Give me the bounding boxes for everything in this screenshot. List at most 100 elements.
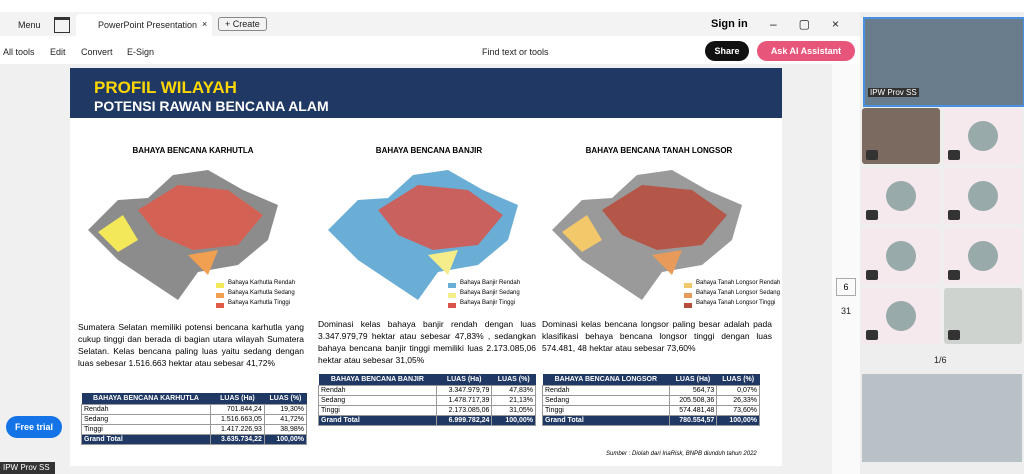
convert[interactable]: Convert	[81, 47, 113, 57]
table-header: BAHAYA BENCANA BANJIR LUAS (Ha) LUAS (%)	[318, 374, 536, 386]
table-header: BAHAYA BENCANA KARHUTLA LUAS (Ha) LUAS (%)	[81, 393, 307, 405]
legend-label: Bahaya Tanah Longsor Tinggi	[696, 300, 776, 306]
video-tile	[862, 168, 940, 224]
sign-in[interactable]: Sign in	[711, 18, 748, 30]
table-cell: 73,60%	[716, 405, 760, 416]
page-count: 31	[841, 306, 852, 316]
table-row: Rendah 564,73 0,07%	[542, 385, 760, 396]
video-tile	[944, 228, 1022, 284]
table-cell: 21,13%	[491, 395, 536, 406]
window-controls[interactable]: –▢×	[770, 17, 862, 31]
header-cell: LUAS (Ha)	[669, 374, 717, 386]
table-cell: 564,73	[668, 385, 718, 396]
video-tile	[862, 228, 940, 284]
page-number[interactable]: 6	[836, 278, 856, 296]
table-row: Tinggi 2.173.085,06 31,05%	[318, 405, 536, 416]
table-row: Sedang 1.516.663,05 41,72%	[80, 414, 308, 425]
ai-button[interactable]: Ask AI Assistant	[757, 41, 855, 61]
find[interactable]: Find text or tools	[482, 47, 549, 57]
slide: PROFIL WILAYAH POTENSI RAWAN BENCANA ALA…	[70, 68, 782, 466]
avatar	[886, 181, 916, 211]
slide-subtitle: POTENSI RAWAN BENCANA ALAM	[94, 98, 329, 114]
table-wrap: BAHAYA BENCANA BANJIR LUAS (Ha) LUAS (%) Re…	[318, 374, 536, 426]
header-cell: LUAS (%)	[716, 374, 760, 386]
table-row: Sedang 1.478.717,39 21,13%	[318, 395, 536, 406]
header-cell: LUAS (%)	[491, 374, 536, 386]
legend-swatch	[448, 303, 456, 308]
menu[interactable]: Menu	[18, 20, 41, 30]
legend-label: Bahaya Banjir Rendah	[460, 280, 521, 286]
table-row: Grand Total 780.554,57 100,00%	[542, 415, 760, 426]
table-cell: 574.481,48	[668, 405, 718, 416]
edit[interactable]: Edit	[50, 47, 66, 57]
table-cell: 1.516.663,05	[210, 414, 265, 425]
video-pager[interactable]: 1/6	[934, 355, 947, 365]
legend-label: Bahaya Banjir Sedang	[460, 290, 520, 296]
create-button[interactable]: + Create	[218, 17, 267, 31]
mic-icon	[948, 150, 960, 160]
table-wrap: BAHAYA BENCANA KARHUTLA LUAS (Ha) LUAS (%)…	[80, 393, 308, 445]
esign[interactable]: E-Sign	[127, 47, 155, 57]
mic-icon	[866, 270, 878, 280]
table-cell: 26,33%	[716, 395, 760, 406]
create-label: Create	[232, 19, 260, 29]
legend-swatch	[684, 283, 692, 288]
map	[88, 170, 278, 300]
table-cell: Rendah	[80, 404, 212, 415]
legend-label: Bahaya Karhutla Tinggi	[228, 300, 291, 306]
table-cell: 701.844,24	[210, 404, 265, 415]
legend-swatch	[216, 283, 224, 288]
tab-title[interactable]: PowerPoint Presentation	[98, 20, 198, 30]
table-row: Rendah 3.347.979,79 47,83%	[318, 385, 536, 396]
mic-icon	[948, 210, 960, 220]
side-rail	[832, 64, 860, 474]
table-row: Grand Total 3.635.734,22 100,00%	[80, 434, 308, 445]
table-cell: Tinggi	[542, 405, 670, 416]
mic-icon	[866, 330, 878, 340]
panel-heading: BAHAYA BENCANA KARHUTLA	[132, 146, 254, 155]
tab[interactable]	[76, 14, 212, 36]
data-table: BAHAYA BENCANA KARHUTLA LUAS (Ha) LUAS (%)…	[80, 393, 308, 445]
legend-label: Bahaya Tanah Longsor Rendah	[696, 280, 781, 286]
table-cell: 6.999.782,24	[435, 415, 493, 426]
table-cell: 31,05%	[491, 405, 536, 416]
mic-icon	[866, 150, 878, 160]
table-cell: 3.347.979,79	[435, 385, 493, 396]
table-cell: Tinggi	[80, 424, 212, 435]
legend-swatch	[448, 283, 456, 288]
table-cell: 780.554,57	[668, 415, 718, 426]
header-cell: BAHAYA BENCANA KARHUTLA	[81, 393, 211, 405]
main-video-label: IPW Prov SS	[868, 88, 919, 97]
video-tile	[862, 288, 940, 344]
bottom-video	[862, 374, 1022, 462]
table-cell: 100,00%	[716, 415, 760, 426]
tab-close[interactable]: ×	[202, 19, 208, 29]
table-cell: 19,30%	[263, 404, 308, 415]
panel-text: Dominasi kelas bencana longsor paling be…	[542, 319, 772, 353]
table-cell: 38,98%	[263, 424, 308, 435]
legend-label: Bahaya Tanah Longsor Sedang	[696, 290, 780, 296]
header-cell: BAHAYA BENCANA BANJIR	[318, 374, 437, 386]
video-tile	[944, 288, 1022, 344]
avatar	[968, 241, 998, 271]
table-cell: Grand Total	[80, 434, 212, 445]
header-cell: LUAS (Ha)	[210, 393, 265, 405]
home-icon[interactable]	[54, 17, 70, 33]
all-tools[interactable]: All tools	[3, 47, 35, 57]
table-cell: 0,07%	[716, 385, 760, 396]
presenter-label: IPW Prov SS	[0, 462, 55, 474]
map	[552, 170, 742, 300]
table-cell: Sedang	[80, 414, 212, 425]
table-cell: Sedang	[318, 395, 437, 406]
free-trial[interactable]: Free trial	[6, 416, 62, 438]
table-header: BAHAYA BENCANA LONGSOR LUAS (Ha) LUAS (%)	[542, 374, 760, 386]
map	[328, 170, 518, 300]
table-cell: Rendah	[542, 385, 670, 396]
share-button[interactable]: Share	[705, 41, 749, 61]
legend-swatch	[448, 293, 456, 298]
panel-text: Dominasi kelas bahaya banjir rendah deng…	[318, 319, 536, 365]
video-tile	[944, 168, 1022, 224]
avatar	[886, 301, 916, 331]
table-row: Rendah 701.844,24 19,30%	[80, 404, 308, 415]
header-cell: LUAS (%)	[264, 393, 307, 405]
